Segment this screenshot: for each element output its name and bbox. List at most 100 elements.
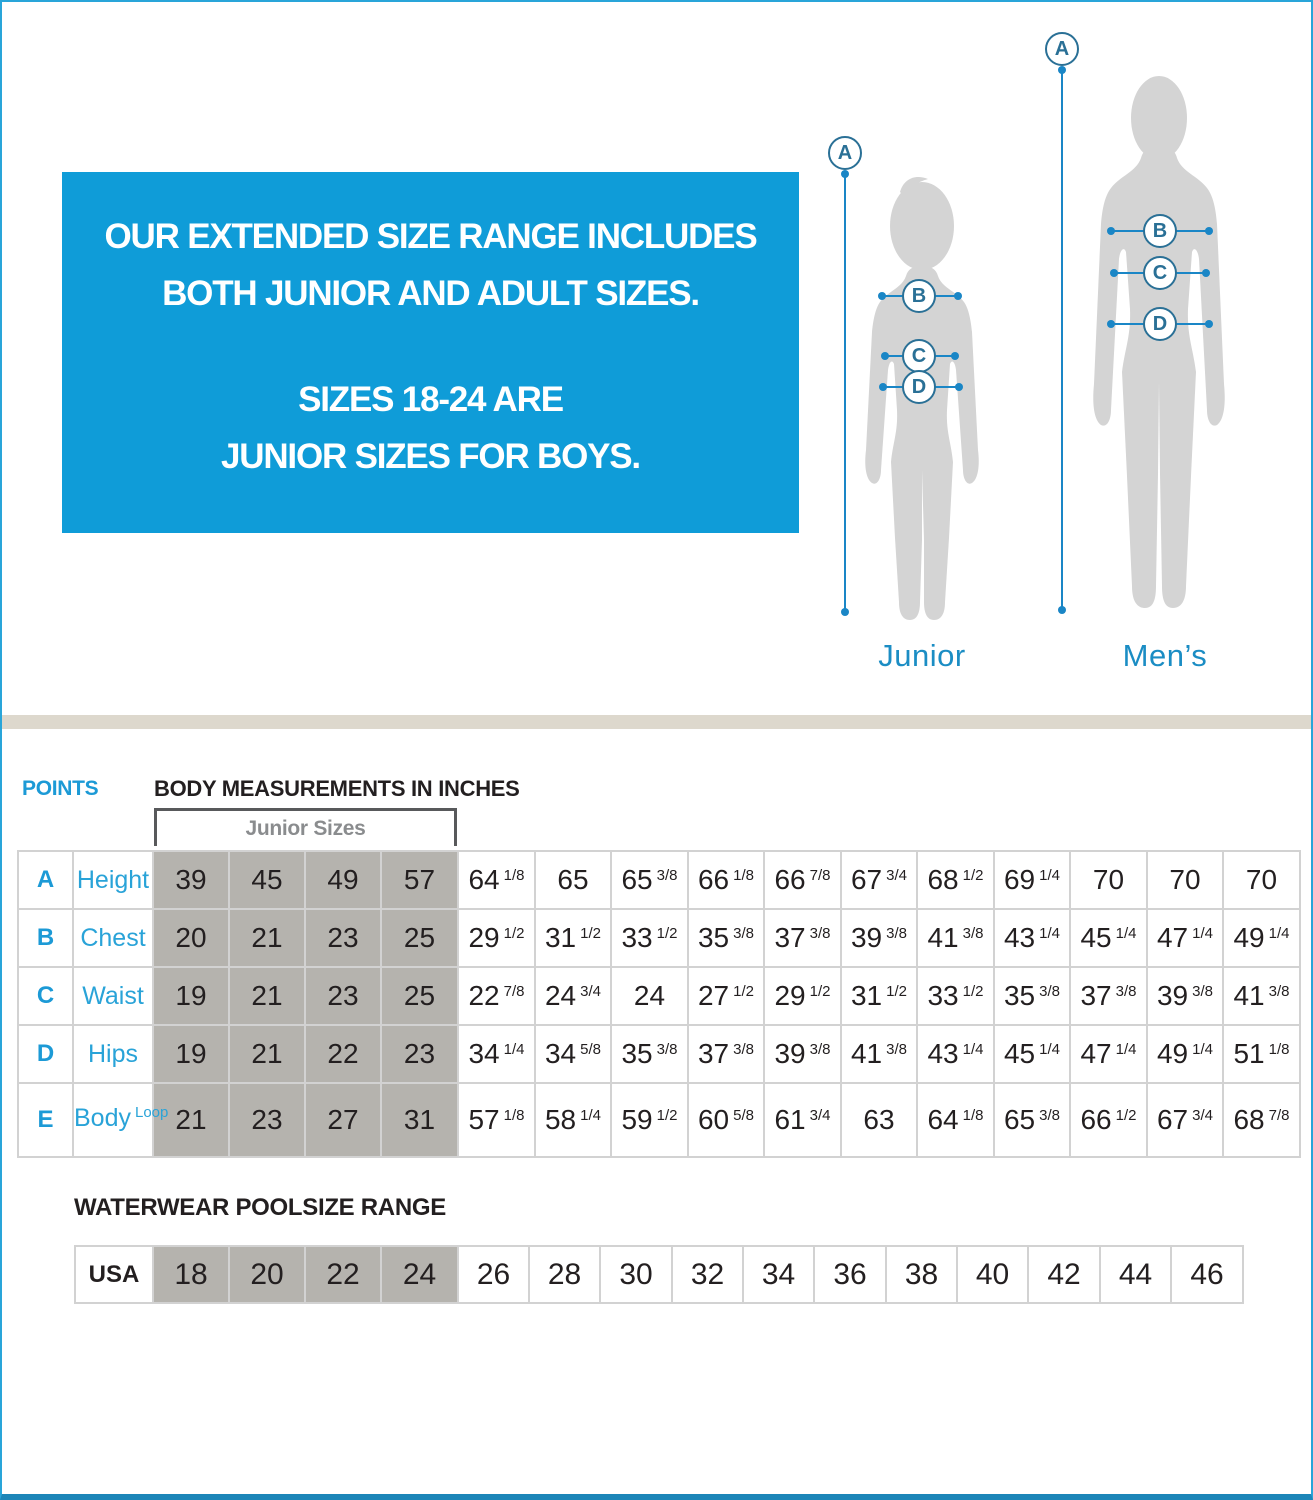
- banner-gap: [62, 322, 799, 371]
- fraction: 7/8: [1268, 1107, 1290, 1124]
- row-point: C: [17, 966, 74, 1026]
- junior-size-cell: 19: [152, 966, 230, 1026]
- adult-size-cell: 61 3/4: [763, 1082, 842, 1158]
- fraction: 3/8: [656, 867, 678, 884]
- fraction: 1/2: [962, 867, 984, 884]
- adult-size-cell: 65 3/8: [610, 850, 689, 910]
- fraction: 1/2: [962, 983, 984, 1000]
- junior-size-cell: 22: [304, 1024, 382, 1084]
- junior-sizes-bracket: Junior Sizes: [154, 808, 457, 846]
- adult-size-cell: 39 3/8: [1146, 966, 1224, 1026]
- adult-size-cell: 45 1/4: [993, 1024, 1071, 1084]
- measurement-row: A Height 39 45 49 57 64 1/8 65 65 3/8 66 1/8 66 7/8 67 3…: [17, 850, 1301, 910]
- adult-size-cell: 22 7/8: [457, 966, 536, 1026]
- row-name: Body Loop: [72, 1082, 168, 1158]
- measurement-row: D Hips 19 21 22 23 34 1/4 34 5/8 35 3/8 37 3/8 39 3/8 41…: [17, 1024, 1301, 1084]
- fraction: 1/4: [503, 1041, 525, 1058]
- fraction: 1/8: [503, 1107, 525, 1124]
- adult-size-cell: 31 1/2: [840, 966, 918, 1026]
- junior-size-cell: 27: [304, 1082, 382, 1158]
- adult-poolsize-cell: 36: [813, 1245, 887, 1304]
- fraction: Loop: [134, 1104, 169, 1121]
- junior-poolsize-cell: 24: [380, 1245, 459, 1304]
- adult-size-cell: 39 3/8: [840, 908, 918, 968]
- junior-size-cell: 39: [152, 850, 230, 910]
- fraction: 1/4: [962, 1041, 984, 1058]
- adult-size-cell: 41 3/8: [1222, 966, 1301, 1026]
- fraction: 3/8: [1192, 983, 1213, 1000]
- adult-size-cell: 66 1/2: [1069, 1082, 1148, 1158]
- fraction: 1/8: [1268, 1041, 1290, 1058]
- fraction: 7/8: [809, 867, 831, 884]
- body-measurements-table: A Height 39 45 49 57 64 1/8 65 65 3/8 66 1/8 66 7/8 67 3…: [17, 850, 1301, 1158]
- fraction: 3/8: [1268, 983, 1290, 1000]
- measurements-table-body: A Height 39 45 49 57 64 1/8 65 65 3/8 66 1/8 66 7/8 67 3…: [17, 850, 1301, 1158]
- adult-size-cell: 66 1/8: [687, 850, 765, 910]
- fraction: 1/4: [1039, 925, 1060, 942]
- adult-size-cell: 70: [1222, 850, 1301, 910]
- measurement-row: E Body Loop 21 23 27 31 57 1/8 58 1/4 59 1/2 60 5/8 61 3…: [17, 1082, 1301, 1158]
- junior-size-cell: 21: [228, 908, 306, 968]
- junior-size-cell: 49: [304, 850, 382, 910]
- poolsize-table-body: USA 18 20 22 24 26 28 30 32 34 36 38 40 42 44 46: [74, 1245, 1244, 1304]
- adult-poolsize-cell: 38: [885, 1245, 958, 1304]
- junior-point-a-circle: A: [828, 136, 862, 170]
- adult-poolsize-cell: 44: [1099, 1245, 1172, 1304]
- adult-size-cell: 43 1/4: [993, 908, 1071, 968]
- mens-height-line: [1058, 66, 1066, 614]
- junior-size-cell: 23: [304, 966, 382, 1026]
- mens-figure-label: Men’s: [1122, 638, 1208, 673]
- adult-size-cell: 47 1/4: [1069, 1024, 1148, 1084]
- fraction: 5/8: [733, 1107, 754, 1124]
- fraction: 3/4: [580, 983, 601, 1000]
- junior-poolsize-cell: 18: [152, 1245, 230, 1304]
- adult-size-cell: 47 1/4: [1146, 908, 1224, 968]
- junior-size-cell: 23: [228, 1082, 306, 1158]
- row-point: E: [17, 1082, 74, 1158]
- points-heading: POINTS: [22, 777, 99, 800]
- fraction: 3/8: [886, 1041, 907, 1058]
- adult-size-cell: 29 1/2: [457, 908, 536, 968]
- fraction: 3/4: [809, 1107, 831, 1124]
- mens-point-c-circle: C: [1143, 256, 1177, 290]
- fraction: 3/8: [809, 925, 831, 942]
- adult-size-cell: 65: [534, 850, 612, 910]
- extended-size-banner: OUR EXTENDED SIZE RANGE INCLUDES BOTH JU…: [62, 172, 799, 533]
- fraction: 1/4: [1115, 925, 1137, 942]
- adult-poolsize-cell: 42: [1027, 1245, 1101, 1304]
- poolsize-table: USA 18 20 22 24 26 28 30 32 34 36 38 40 42 44 46: [74, 1245, 1244, 1304]
- junior-size-cell: 25: [380, 966, 459, 1026]
- fraction: 3/8: [1039, 1107, 1060, 1124]
- adult-size-cell: 60 5/8: [687, 1082, 765, 1158]
- fraction: 1/2: [733, 983, 754, 1000]
- adult-size-cell: 65 3/8: [993, 1082, 1071, 1158]
- row-name: Waist: [72, 966, 154, 1026]
- banner-line-2: BOTH JUNIOR AND ADULT SIZES.: [162, 274, 700, 313]
- fraction: 1/4: [1039, 1041, 1060, 1058]
- mens-point-d-circle: D: [1143, 307, 1177, 341]
- row-name: Height: [72, 850, 154, 910]
- adult-size-cell: 35 3/8: [687, 908, 765, 968]
- adult-size-cell: 37 3/8: [763, 908, 842, 968]
- fraction: 1/4: [1115, 1041, 1137, 1058]
- usa-label-cell: USA: [74, 1245, 154, 1304]
- adult-size-cell: 41 3/8: [916, 908, 995, 968]
- adult-size-cell: 64 1/8: [916, 1082, 995, 1158]
- adult-size-cell: 27 1/2: [687, 966, 765, 1026]
- section-divider: [2, 715, 1311, 729]
- poolsize-row: USA 18 20 22 24 26 28 30 32 34 36 38 40 42 44 46: [74, 1245, 1244, 1304]
- fraction: 3/8: [733, 1041, 754, 1058]
- junior-size-cell: 23: [380, 1024, 459, 1084]
- junior-point-b-circle: B: [902, 279, 936, 313]
- fraction: 3/8: [886, 925, 907, 942]
- fraction: 1/2: [1115, 1107, 1137, 1124]
- adult-poolsize-cell: 26: [457, 1245, 530, 1304]
- adult-size-cell: 68 1/2: [916, 850, 995, 910]
- junior-silhouette: [865, 176, 979, 620]
- adult-size-cell: 49 1/4: [1146, 1024, 1224, 1084]
- fraction: 3/4: [886, 867, 907, 884]
- junior-poolsize-cell: 20: [228, 1245, 306, 1304]
- adult-size-cell: 35 3/8: [993, 966, 1071, 1026]
- banner-line-1: OUR EXTENDED SIZE RANGE INCLUDES: [104, 217, 758, 256]
